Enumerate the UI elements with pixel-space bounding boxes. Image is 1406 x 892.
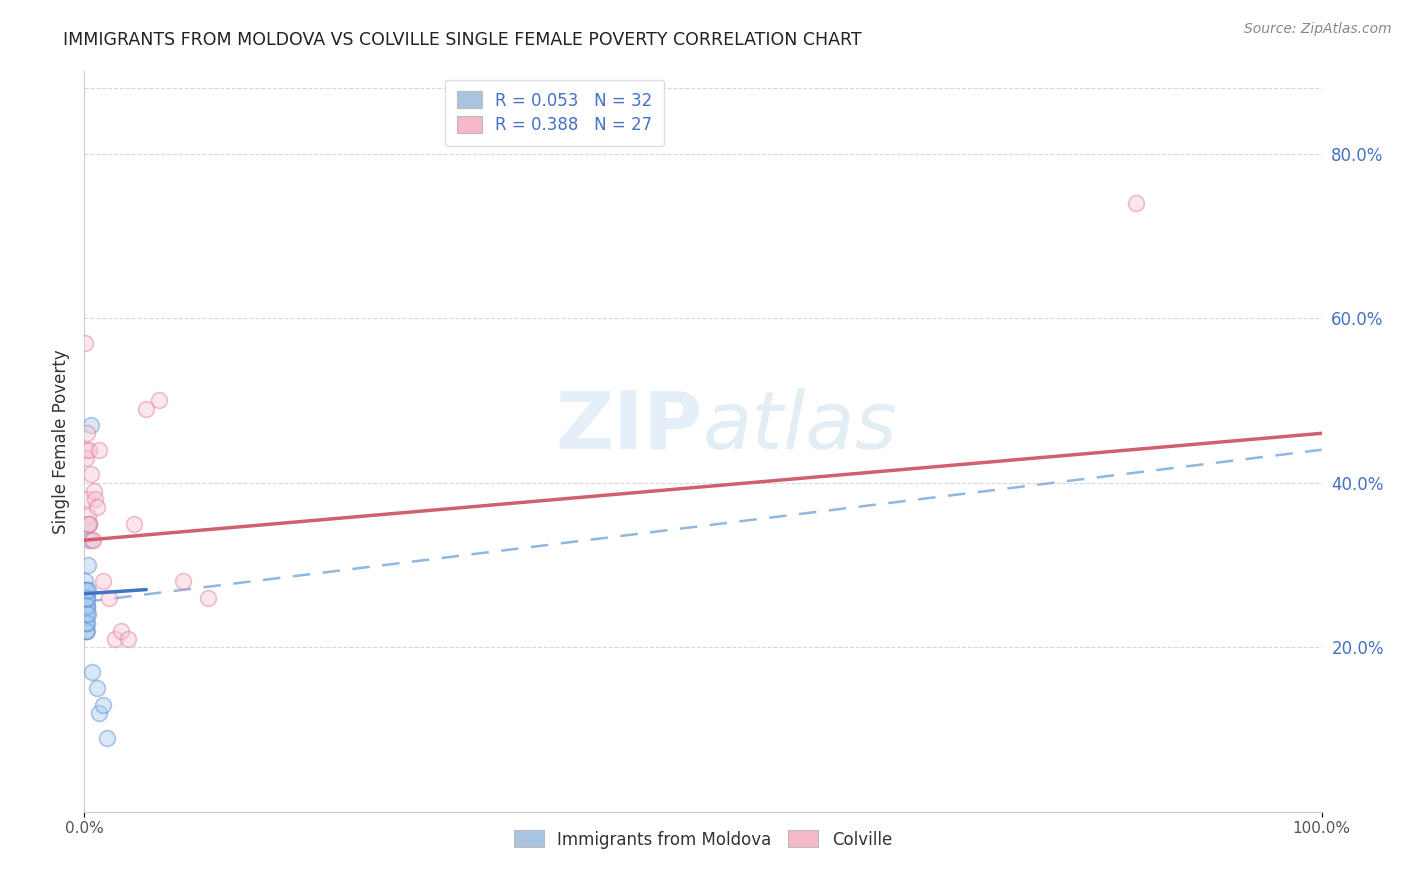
Point xyxy=(73,335,96,350)
Point xyxy=(172,574,194,589)
Point xyxy=(73,599,96,613)
Point xyxy=(98,591,121,605)
Point xyxy=(75,615,97,630)
Point xyxy=(76,599,98,613)
Point xyxy=(76,492,98,507)
Point xyxy=(80,533,103,548)
Point xyxy=(75,442,97,457)
Point xyxy=(75,582,97,597)
Point xyxy=(75,607,97,622)
Point xyxy=(104,632,127,646)
Point xyxy=(75,624,97,638)
Point xyxy=(197,591,219,605)
Point xyxy=(135,401,157,416)
Point xyxy=(76,615,98,630)
Point xyxy=(77,516,100,531)
Text: atlas: atlas xyxy=(703,388,898,466)
Point xyxy=(75,574,97,589)
Text: IMMIGRANTS FROM MOLDOVA VS COLVILLE SINGLE FEMALE POVERTY CORRELATION CHART: IMMIGRANTS FROM MOLDOVA VS COLVILLE SING… xyxy=(63,31,862,49)
Y-axis label: Single Female Poverty: Single Female Poverty xyxy=(52,350,70,533)
Point xyxy=(75,591,97,605)
Legend: Immigrants from Moldova, Colville: Immigrants from Moldova, Colville xyxy=(508,823,898,855)
Text: ZIP: ZIP xyxy=(555,388,703,466)
Point xyxy=(89,442,111,457)
Point xyxy=(75,624,97,638)
Point xyxy=(77,582,100,597)
Point xyxy=(75,450,97,465)
Point xyxy=(76,607,98,622)
Point xyxy=(79,533,101,548)
Point xyxy=(76,508,98,523)
Point xyxy=(76,582,98,597)
Point xyxy=(76,607,98,622)
Point xyxy=(89,706,111,720)
Point xyxy=(117,632,139,646)
Point xyxy=(79,516,101,531)
Point xyxy=(86,681,108,696)
Point xyxy=(79,467,101,482)
Point xyxy=(73,607,96,622)
Point xyxy=(80,665,103,679)
Point xyxy=(76,591,98,605)
Point xyxy=(86,500,108,515)
Point xyxy=(76,426,98,441)
Point xyxy=(76,599,98,613)
Point xyxy=(79,418,101,433)
Point xyxy=(76,591,98,605)
Point xyxy=(76,624,98,638)
Point xyxy=(75,599,97,613)
Point xyxy=(83,483,105,498)
Point xyxy=(148,393,170,408)
Point xyxy=(75,582,97,597)
Point xyxy=(73,591,96,605)
Point xyxy=(91,698,114,712)
Point xyxy=(96,731,118,745)
Point xyxy=(84,492,107,507)
Text: Source: ZipAtlas.com: Source: ZipAtlas.com xyxy=(1244,22,1392,37)
Point xyxy=(110,624,132,638)
Point xyxy=(82,533,104,548)
Point xyxy=(77,516,100,531)
Point xyxy=(77,442,100,457)
Point xyxy=(77,558,100,572)
Point xyxy=(1125,196,1147,211)
Point xyxy=(75,615,97,630)
Point xyxy=(122,516,145,531)
Point xyxy=(91,574,114,589)
